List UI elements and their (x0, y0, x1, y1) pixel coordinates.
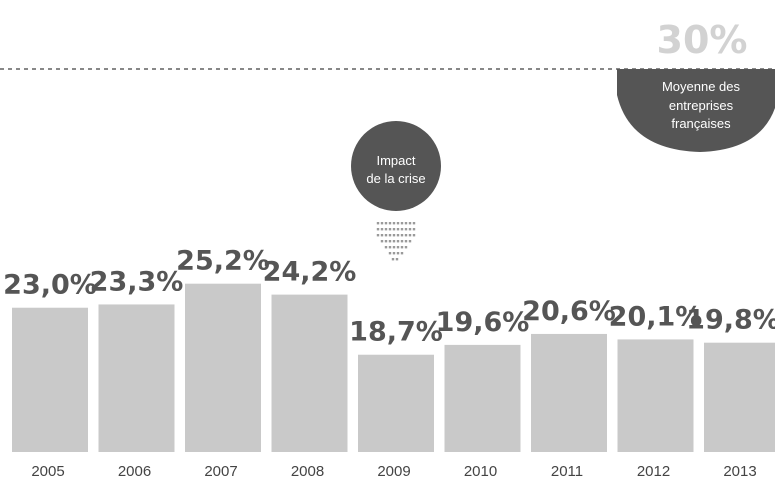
down-arrow-dot (388, 234, 392, 237)
down-arrow-dot (392, 240, 396, 243)
average-caption-bubble-shape (617, 69, 775, 152)
down-arrow-dot (392, 222, 396, 225)
down-arrow-dot (380, 222, 384, 225)
down-arrow-dot (391, 258, 395, 261)
bars-group (12, 283, 775, 452)
down-arrow-dot (404, 228, 408, 231)
average-caption-bubble: Moyenne des entreprises françaises (617, 69, 775, 152)
down-arrow-dot (376, 228, 380, 231)
bar-2005 (12, 307, 88, 452)
down-arrow-dot (400, 252, 404, 255)
average-caption-line-3: françaises (671, 116, 731, 131)
down-arrow-dot (380, 228, 384, 231)
year-label-2006: 2006 (118, 463, 151, 480)
down-arrow-dot (396, 240, 400, 243)
down-arrow-dot (388, 228, 392, 231)
down-arrow-dot (408, 222, 412, 225)
year-label-2013: 2013 (723, 463, 756, 480)
value-label-2005: 23,0% (3, 270, 97, 301)
crisis-impact-line-1: Impact (376, 153, 415, 168)
down-arrow-dot (404, 234, 408, 237)
down-arrow-dot (384, 234, 388, 237)
crisis-impact-line-2: de la crise (366, 171, 425, 186)
down-arrow-dot (396, 228, 400, 231)
down-arrow-dot (384, 246, 388, 249)
average-caption-line-1: Moyenne des (662, 79, 741, 94)
bar-2010 (444, 344, 521, 452)
bar-2013 (704, 342, 775, 452)
down-arrow-dot (400, 246, 404, 249)
value-labels-group: 23,0%23,3%25,2%24,2% 18,7%19,6%20,6%20,1%… (3, 246, 775, 348)
down-arrow-dot (388, 246, 392, 249)
bar-2006 (98, 304, 175, 452)
down-arrow-dot (408, 240, 412, 243)
bar-2011 (531, 333, 607, 452)
down-arrow-dot (400, 234, 404, 237)
down-arrow-dot (412, 228, 416, 231)
down-arrow-dot (376, 234, 380, 237)
bar-2008 (271, 294, 348, 452)
down-arrow-dot (395, 258, 399, 261)
year-label-2012: 2012 (637, 463, 670, 480)
down-arrow-dot (396, 222, 400, 225)
down-arrow-dot (404, 222, 408, 225)
year-label-2005: 2005 (31, 463, 64, 480)
down-arrow-dot (384, 240, 388, 243)
value-label-2008: 24,2% (263, 257, 357, 288)
year-label-2007: 2007 (204, 463, 237, 480)
down-arrow-dot (396, 234, 400, 237)
down-arrow-dot (388, 252, 392, 255)
down-arrow-icon (376, 222, 416, 261)
down-arrow-dot (412, 234, 416, 237)
year-labels-group: 2005 2006 2007 2008 2009 2010 2011 2012 2013 (31, 463, 756, 480)
down-arrow-dot (380, 234, 384, 237)
down-arrow-dot (404, 240, 408, 243)
year-label-2008: 2008 (291, 463, 324, 480)
down-arrow-dot (388, 222, 392, 225)
down-arrow-dot (400, 222, 404, 225)
bar-2009 (358, 354, 434, 452)
average-caption-line-2: entreprises (669, 98, 734, 113)
down-arrow-dot (408, 234, 412, 237)
down-arrow-dot (376, 222, 380, 225)
average-reference-value: 30% (657, 18, 748, 62)
down-arrow-dot (392, 234, 396, 237)
down-arrow-dot (408, 228, 412, 231)
down-arrow-dot (396, 246, 400, 249)
down-arrow-dot (384, 228, 388, 231)
down-arrow-dot (392, 228, 396, 231)
value-label-2010: 19,6% (436, 307, 530, 338)
down-arrow-dot (380, 240, 384, 243)
value-label-2012: 20,1% (609, 301, 703, 332)
down-arrow-dot (400, 240, 404, 243)
bar-2012 (617, 339, 694, 452)
down-arrow-dot (396, 252, 400, 255)
year-label-2011: 2011 (551, 463, 583, 480)
crisis-impact-circle (351, 121, 441, 211)
value-label-2011: 20,6% (522, 296, 616, 327)
down-arrow-dot (404, 246, 408, 249)
down-arrow-dot (392, 252, 396, 255)
value-label-2013: 19,8% (686, 305, 775, 336)
down-arrow-dot (384, 222, 388, 225)
down-arrow-dot (392, 246, 396, 249)
down-arrow-dot (388, 240, 392, 243)
value-label-2007: 25,2% (176, 246, 270, 277)
value-label-2009: 18,7% (349, 317, 443, 348)
year-label-2009: 2009 (377, 463, 410, 480)
bar-2007 (185, 283, 261, 452)
crisis-impact-callout: Impact de la crise (351, 121, 441, 261)
year-label-2010: 2010 (464, 463, 497, 480)
value-label-2006: 23,3% (90, 266, 184, 297)
down-arrow-dot (412, 222, 416, 225)
down-arrow-dot (400, 228, 404, 231)
